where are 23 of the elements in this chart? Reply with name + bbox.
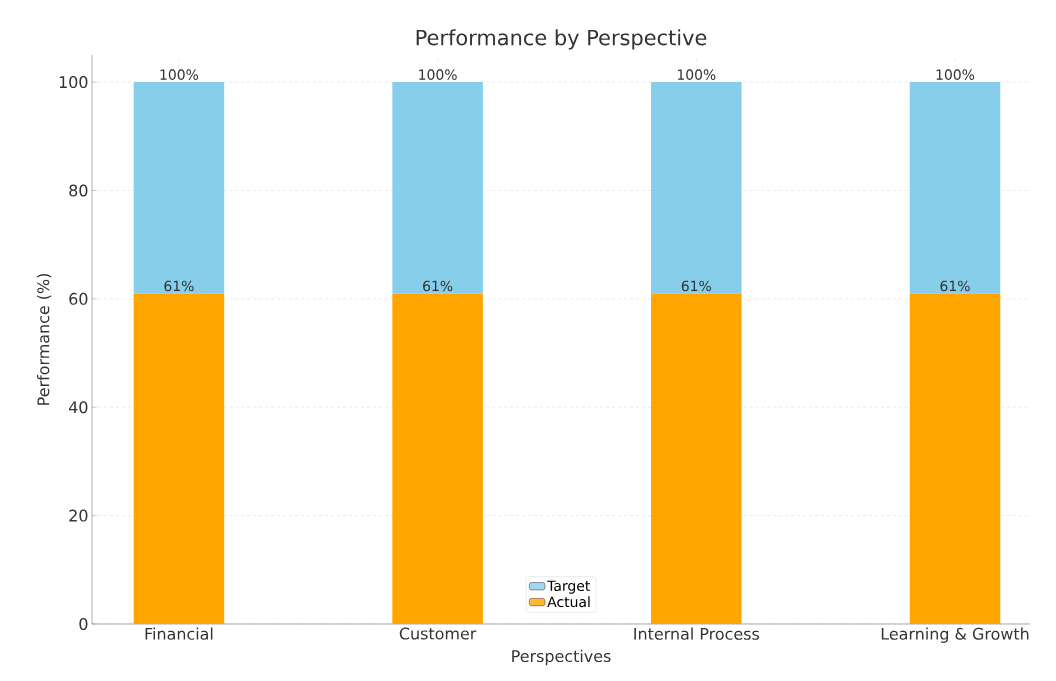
y-tick-label: 80 <box>69 184 88 197</box>
total-label: 100% <box>419 69 457 80</box>
y-tick-label: 60 <box>69 292 88 305</box>
y-tick-label: 40 <box>68 401 88 414</box>
total-label: 100% <box>936 69 975 80</box>
x-tick-label: Learning & Growth <box>881 627 1029 643</box>
data-label: 61% <box>164 280 194 292</box>
data-label: 61% <box>423 280 453 292</box>
y-tick-label: 100 <box>59 76 88 89</box>
x-axis-title: Perspectives <box>512 649 611 666</box>
y-tick-label: 0 <box>79 617 88 631</box>
x-tick-label: Customer <box>399 627 477 640</box>
chart-title: Performance by Perspective <box>416 29 707 50</box>
legend-label: Target <box>547 580 590 594</box>
x-tick-label: Financial <box>145 627 213 640</box>
y-axis-title: Performance (%) <box>37 274 52 405</box>
legend-label: Actual <box>547 596 590 608</box>
data-label: 61% <box>940 280 970 292</box>
total-label: 100% <box>677 69 716 80</box>
y-tick-label: 20 <box>69 509 88 522</box>
total-label: 100% <box>160 69 199 80</box>
x-tick-label: Internal Process <box>634 627 760 640</box>
data-label: 61% <box>681 280 712 292</box>
